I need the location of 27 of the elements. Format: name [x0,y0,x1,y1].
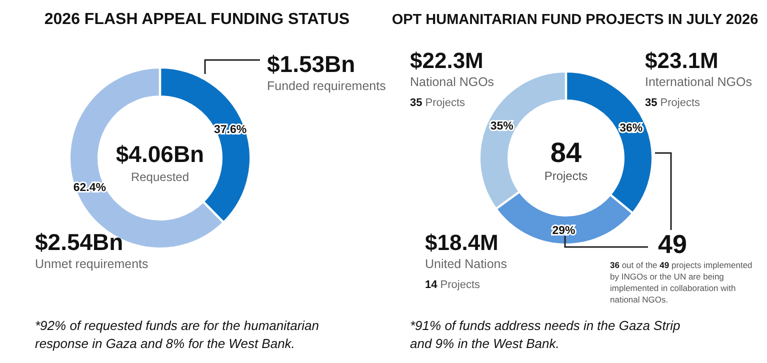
data-label: 36% [620,122,643,134]
data-label: 62.4% [73,182,106,194]
text: $1.53Bn [267,51,356,77]
text: $18.4M [425,230,498,255]
slice-label: Unmet requirements [35,257,148,271]
text: 84 [550,137,582,168]
chart-title: 2026 FLASH APPEAL FUNDING STATUS [44,11,350,28]
text: $2.54Bn [35,229,124,255]
text: Projects [544,169,588,183]
slice-label: International NGOs [645,75,752,89]
text: Requested [130,170,190,184]
chart-title: OPT HUMANITARIAN FUND PROJECTS IN JULY 2026 [392,12,758,28]
text: 35 Projects [410,97,466,109]
data-label: 29% [552,224,576,237]
slice-label: United Nations [425,257,507,271]
text: 14 Projects [425,279,481,291]
slice-label: National NGOs [410,75,494,89]
text: $4.06Bn [116,141,204,167]
text: $23.1M [645,48,718,73]
text: 49 [658,229,687,259]
data-label: 35% [490,120,514,132]
text: $22.3M [410,48,484,73]
text: 35 Projects [645,97,701,109]
text: *92% of requested funds are for the humanitarian response in Gaza and 8% for the West Bank. [35,318,320,351]
slice-label: Funded requirements [267,79,386,93]
text: 36 out of the 49 projects implemented by INGOs or the UN are being implemented in collaboration with national NGOs. [610,260,752,304]
text: *91% of funds address needs in the Gaza Strip and 9% in the West Bank. [410,318,680,351]
